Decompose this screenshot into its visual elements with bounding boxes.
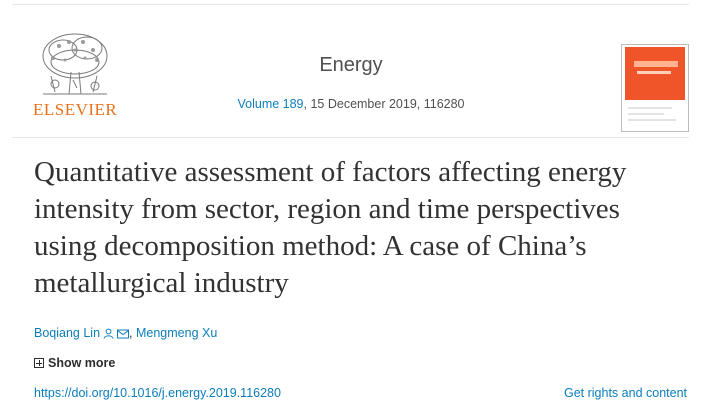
author-list: Boqiang Lin , Mengmeng Xu [34,326,217,340]
elsevier-wordmark[interactable]: ELSEVIER [33,100,118,119]
cover-line [628,119,676,121]
show-more-button[interactable]: Show more [34,356,115,370]
volume-link[interactable]: Volume 189 [237,97,304,111]
issue-details: Volume 189, 15 December 2019, 116280 [200,97,502,111]
person-icon[interactable] [103,328,114,339]
cover-banner [625,47,685,100]
journal-cover-icon[interactable] [621,44,689,132]
cover-title-band [634,61,678,67]
article-header: ELSEVIER Energy Volume 189, 15 December … [0,14,701,132]
author-link[interactable]: Mengmeng Xu [135,326,218,340]
article-title: Quantitative assessment of factors affec… [34,156,627,299]
get-rights-link[interactable]: Get rights and content [564,386,687,400]
issue-date-text: , 15 December 2019, 116280 [303,97,465,111]
header-divider [12,137,689,138]
journal-title-link[interactable]: Energy [319,54,383,76]
author-link[interactable]: Boqiang Lin [34,326,101,340]
elsevier-tree-logo[interactable] [33,28,115,132]
cover-line [628,107,672,109]
top-divider [12,4,689,5]
doi-link[interactable]: https://doi.org/10.1016/j.energy.2019.11… [34,386,281,400]
author-separator: , [129,326,136,340]
envelope-icon[interactable] [117,329,130,339]
show-more-label: Show more [48,356,116,370]
cover-line [628,113,664,115]
cover-subtitle-band [637,71,671,74]
plus-icon [34,358,44,368]
